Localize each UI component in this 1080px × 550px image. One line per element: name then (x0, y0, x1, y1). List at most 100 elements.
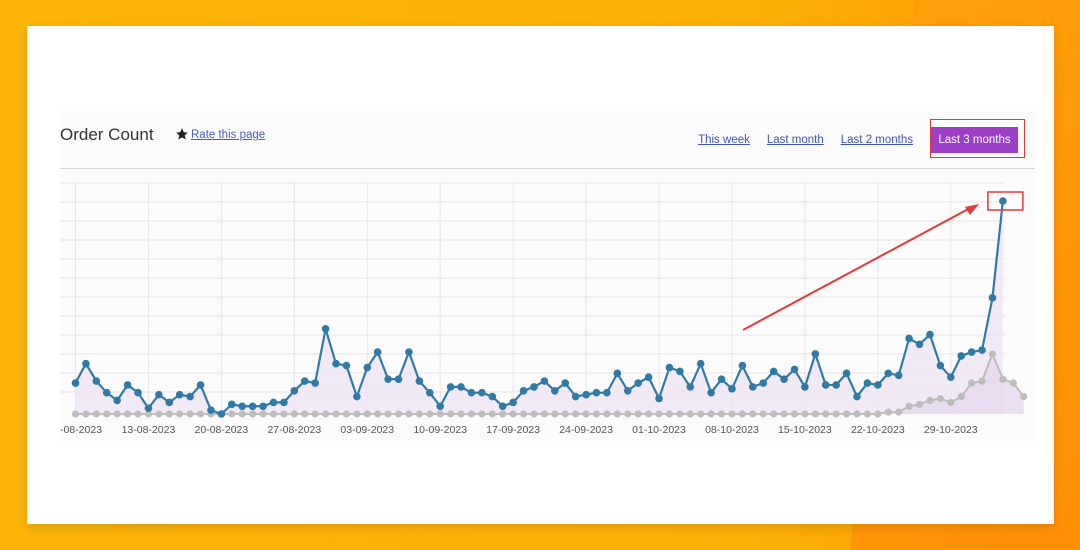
series-1-point (821, 381, 830, 389)
series-1-point (415, 377, 424, 385)
series-2-point (645, 410, 653, 418)
series-2-point (134, 410, 142, 418)
series-1-point (540, 377, 549, 385)
series-2-point (582, 410, 590, 418)
series-2-point (957, 392, 965, 401)
series-1-point (946, 373, 955, 382)
series-2-point (426, 410, 434, 418)
series-2-point (999, 375, 1007, 383)
series-2-point (770, 410, 778, 418)
x-tick-label: -08-2023 (60, 424, 102, 436)
series-1-point (915, 340, 924, 349)
series-1-point (498, 402, 507, 411)
series-2-point (968, 379, 976, 387)
series-1-point (738, 361, 747, 370)
x-tick-label: 17-09-2023 (486, 424, 540, 436)
series-1-point (769, 367, 778, 376)
series-1-point (238, 402, 247, 411)
series-1-point (342, 361, 351, 370)
series-1-point (207, 406, 215, 414)
series-1-point (144, 404, 153, 412)
series-1-point (71, 379, 80, 387)
header-divider (60, 168, 1035, 169)
series-1-point (373, 348, 382, 356)
series-1-point (707, 388, 715, 397)
series-1-point (634, 379, 642, 387)
series-1-point (957, 352, 965, 360)
series-2-point (280, 410, 288, 418)
range-this-week-link[interactable]: This week (698, 134, 750, 146)
range-last-month-link[interactable]: Last month (766, 134, 824, 146)
series-1-point (613, 369, 622, 378)
series-2-point (238, 410, 246, 418)
series-2-point (592, 410, 601, 418)
series-1-point (102, 388, 111, 397)
series-1-point (457, 383, 465, 391)
series-2-point (82, 410, 90, 418)
series-2-point (759, 410, 767, 418)
series-1-point (905, 334, 913, 343)
series-2-point (488, 410, 496, 418)
series-2-point (415, 410, 423, 418)
series-2-point (1009, 379, 1017, 387)
series-2-point (842, 410, 851, 418)
x-tick-label: 03-09-2023 (340, 424, 394, 436)
series-2-point (1020, 392, 1028, 401)
series-1-point (217, 410, 226, 418)
series-1-point (832, 381, 840, 389)
series-2-point (113, 410, 121, 418)
series-1-point (780, 375, 788, 383)
series-1-point (926, 330, 934, 339)
series-2-point (342, 410, 351, 418)
series-2-point (269, 410, 278, 418)
series-2-point (572, 410, 580, 418)
series-1-point (999, 197, 1007, 205)
series-2-point (603, 410, 611, 418)
series-1-point (248, 402, 257, 411)
series-2-point (634, 410, 642, 418)
series-2-point (301, 410, 309, 418)
series-2-point (321, 410, 330, 418)
series-1-point (467, 388, 476, 397)
series-2-point (332, 410, 340, 418)
series-2-point (978, 377, 986, 385)
series-2-point (124, 410, 132, 418)
rate-this-page-link[interactable]: Rate this page (191, 129, 266, 141)
series-1-point (280, 398, 288, 407)
annotation-arrow-head (965, 204, 979, 215)
series-1-point (363, 363, 372, 372)
series-1-point (436, 402, 445, 411)
series-2-point (749, 410, 757, 418)
series-1-point (384, 375, 392, 383)
series-1-point (874, 381, 882, 389)
series-1-point (696, 359, 705, 368)
series-2-point (436, 410, 444, 418)
series-1-point (644, 373, 653, 382)
series-2-point (905, 402, 913, 410)
series-1-point (988, 294, 997, 302)
active-range-highlight-box (930, 119, 1025, 158)
series-2-point (926, 396, 934, 405)
series-2-point (71, 410, 80, 418)
series-2-point (540, 410, 549, 418)
series-1-point (228, 400, 236, 409)
series-1-point (582, 390, 590, 399)
series-2-point (655, 410, 663, 418)
series-2-point (92, 410, 100, 418)
series-2-point (895, 408, 903, 416)
x-tick-label: 08-10-2023 (705, 424, 759, 436)
series-2-point (530, 410, 538, 418)
series-2-point (394, 410, 403, 418)
series-1-point (405, 348, 413, 356)
series-2-point (467, 410, 476, 418)
series-2-point (519, 410, 528, 418)
series-2-point (665, 410, 674, 418)
range-last-3-months-button[interactable]: Last 3 months (931, 127, 1018, 153)
x-tick-label: 20-08-2023 (195, 424, 249, 436)
series-2-point (613, 410, 621, 418)
range-last-2-months-link[interactable]: Last 2 months (840, 134, 913, 146)
x-tick-label: 22-10-2023 (851, 424, 905, 436)
series-2-point (186, 410, 194, 418)
series-2-point (822, 410, 830, 418)
series-2-point (811, 410, 819, 418)
